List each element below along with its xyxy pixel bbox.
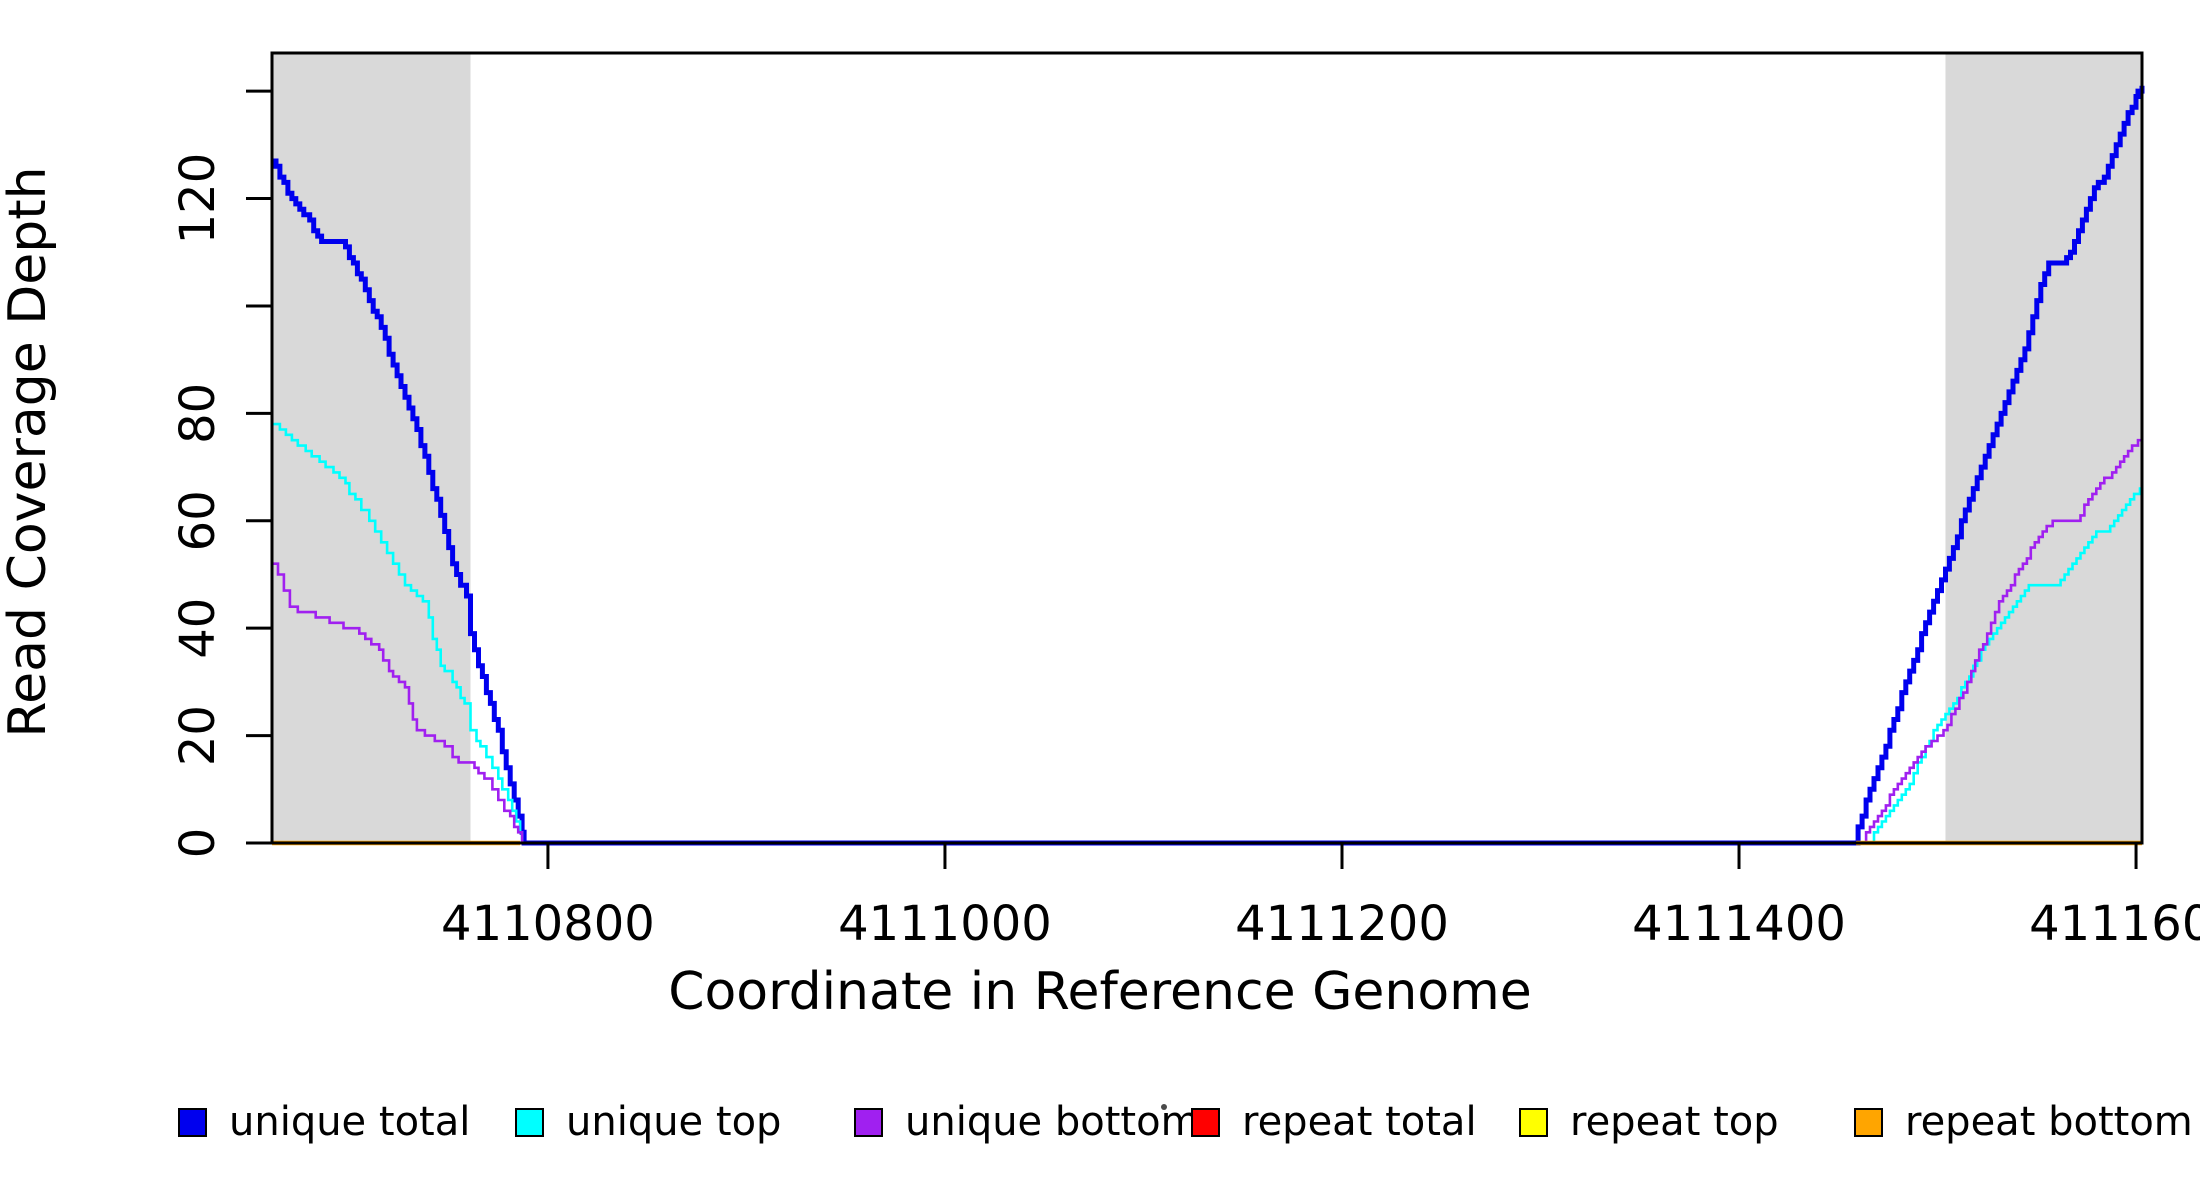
- y-tick-label: 80: [170, 383, 226, 444]
- y-tick-label: 40: [170, 598, 226, 659]
- y-tick-label: 60: [170, 490, 226, 551]
- x-tick-label: 4110800: [441, 896, 655, 952]
- y-tick-label: 120: [170, 153, 226, 245]
- series-line-unique-bottom: [272, 434, 2144, 845]
- series-line-unique-total: [272, 85, 2145, 846]
- stray-mark: [1161, 1104, 1167, 1110]
- x-tick-label: 4111400: [1632, 896, 1846, 952]
- plot-frame: [270, 51, 2144, 845]
- x-axis-title: Coordinate in Reference Genome: [668, 962, 1532, 1022]
- y-tick-label: 20: [170, 705, 226, 766]
- x-tick-label: 4111000: [838, 896, 1052, 952]
- x-tick-label: 4111200: [1235, 896, 1449, 952]
- shaded-region-left-flank: [272, 53, 471, 843]
- y-axis-title: Read Coverage Depth: [0, 166, 58, 738]
- series-line-unique-top: [272, 422, 2142, 845]
- shaded-region-right-flank: [1945, 53, 2142, 843]
- y-tick-label: 0: [170, 828, 226, 859]
